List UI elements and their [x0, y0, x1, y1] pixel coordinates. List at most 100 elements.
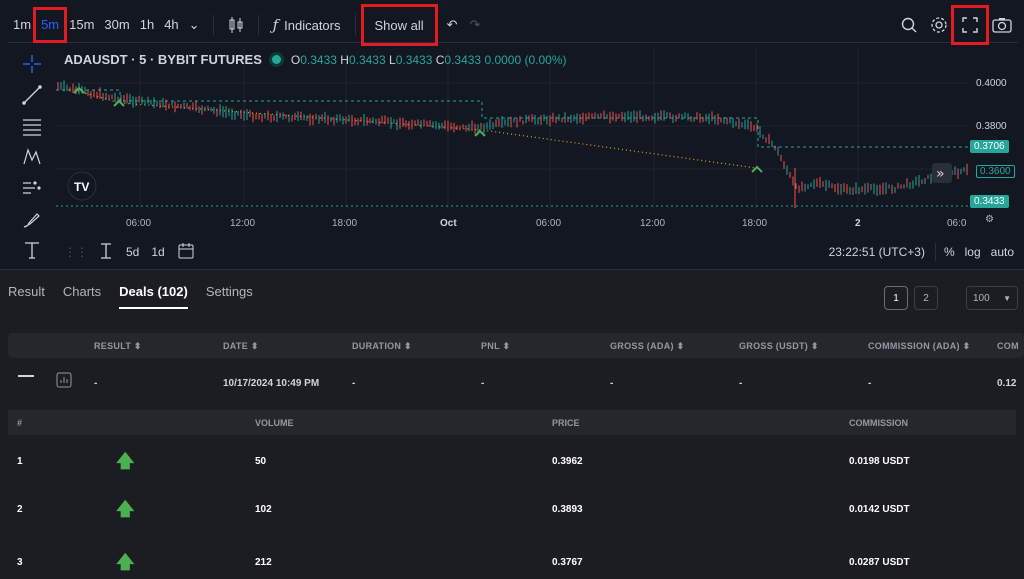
- timeframe-15m[interactable]: 15m: [69, 17, 95, 32]
- bar-chart-icon[interactable]: [56, 372, 72, 391]
- drag-handle-icon[interactable]: ⋮⋮: [64, 245, 88, 259]
- col-gross-usdt[interactable]: GROSS (USDT) ⬍: [739, 341, 819, 351]
- clock-text[interactable]: 23:22:51 (UTC+3): [828, 245, 925, 259]
- page-size-value: 100: [973, 292, 990, 304]
- collapse-icon[interactable]: [18, 375, 34, 377]
- order-price: 0.3767: [552, 557, 583, 568]
- tab-result[interactable]: Result: [8, 284, 45, 299]
- page-1-button[interactable]: 1: [884, 286, 908, 310]
- camera-icon[interactable]: [986, 10, 1018, 40]
- take-profit-line: [56, 89, 970, 148]
- tab-deals[interactable]: Deals (102): [119, 284, 188, 309]
- time-tick: 06:00: [536, 218, 562, 229]
- range-5d-button[interactable]: 5d: [126, 245, 140, 259]
- crosshair-icon[interactable]: [10, 48, 54, 79]
- chart-panel: 1m 5m 15m 30m 1h 4h ⌄ ƒ Indicators Show …: [0, 0, 1024, 270]
- scroll-right-icon[interactable]: »: [932, 163, 952, 183]
- page-size-select[interactable]: 100 ▼: [966, 286, 1018, 310]
- table-row: 1 🡅 50 0.3962 0.0198 USDT: [8, 437, 1016, 485]
- function-icon: ƒ: [272, 16, 279, 34]
- ohlc-values: O0.3433 H0.3433 L0.3433 C0.3433 0.0000 (…: [291, 53, 567, 67]
- buy-arrow-icon: 🡅: [116, 499, 135, 519]
- axis-settings-icon[interactable]: ⚙: [985, 214, 994, 225]
- deal-gross-ada: -: [610, 378, 614, 389]
- order-commission: 0.0198 USDT: [849, 456, 910, 467]
- svg-text:TV: TV: [74, 180, 89, 194]
- col-price: PRICE: [552, 418, 580, 428]
- prediction-icon[interactable]: [10, 172, 54, 203]
- time-tick: 12:00: [640, 218, 666, 229]
- close-value: 0.3433: [444, 52, 482, 67]
- high-value: 0.3433: [348, 52, 386, 67]
- col-date[interactable]: DATE ⬍: [223, 341, 259, 351]
- page-2-button[interactable]: 2: [914, 286, 938, 310]
- chart-toolbar: 1m 5m 15m 30m 1h 4h ⌄ ƒ Indicators Show …: [8, 4, 1018, 46]
- timeframe-4h[interactable]: 4h: [164, 17, 179, 32]
- col-commission-trunc[interactable]: COM: [997, 341, 1019, 351]
- time-axis[interactable]: 06:00 12:00 18:00 Oct 06:00 12:00 18:00 …: [56, 210, 1020, 236]
- price-tick: 0.4000: [976, 78, 1007, 89]
- timeframe-1h[interactable]: 1h: [139, 17, 155, 32]
- col-result[interactable]: RESULT ⬍: [94, 341, 142, 351]
- redo-icon[interactable]: ↷: [469, 17, 481, 32]
- auto-toggle[interactable]: auto: [990, 245, 1014, 259]
- tab-charts[interactable]: Charts: [62, 284, 102, 299]
- result-tabs: Result Charts Deals (102) Settings: [8, 284, 253, 309]
- trend-line-icon[interactable]: [10, 79, 54, 110]
- symbol-legend: ADAUSDT · 5 · BYBIT FUTURES O0.3433 H0.3…: [64, 52, 567, 67]
- candle-type-button[interactable]: [222, 10, 250, 40]
- text-cursor-icon[interactable]: [96, 241, 116, 264]
- tradingview-logo: TV: [67, 171, 97, 201]
- average-price-line: [77, 90, 757, 169]
- pagination: 1 2 100 ▼: [884, 286, 1018, 310]
- time-tick: 18:00: [332, 218, 358, 229]
- table-row[interactable]: - 10/17/2024 10:49 PM - - - - - 0.12: [8, 358, 1024, 408]
- text-icon[interactable]: [10, 234, 54, 265]
- symbol-name[interactable]: ADAUSDT · 5 · BYBIT FUTURES: [64, 52, 262, 67]
- order-volume: 212: [255, 557, 272, 568]
- price-tick: 0.3800: [976, 121, 1007, 132]
- order-index: 2: [17, 504, 23, 515]
- percent-toggle[interactable]: %: [943, 245, 955, 259]
- deal-result: -: [94, 378, 98, 389]
- tab-settings[interactable]: Settings: [205, 284, 253, 299]
- time-tick: 12:00: [230, 218, 256, 229]
- price-chart[interactable]: TV »: [56, 48, 970, 208]
- brush-icon[interactable]: [10, 203, 54, 234]
- quick-search-icon[interactable]: [894, 10, 924, 40]
- fib-retracement-icon[interactable]: [10, 110, 54, 141]
- price-tag-current: 0.3433: [970, 195, 1009, 208]
- col-commission: COMMISSION: [849, 418, 909, 428]
- order-volume: 102: [255, 504, 272, 515]
- close-label: C: [435, 52, 445, 67]
- calendar-icon[interactable]: [177, 242, 195, 263]
- fullscreen-icon[interactable]: [951, 5, 989, 45]
- pattern-icon[interactable]: [10, 141, 54, 172]
- col-volume: VOLUME: [255, 418, 294, 428]
- show-all-button[interactable]: Show all: [360, 4, 438, 46]
- indicators-button[interactable]: ƒ Indicators: [267, 10, 347, 40]
- timeframe-5m[interactable]: 5m: [33, 7, 68, 43]
- undo-icon[interactable]: ↶: [446, 17, 458, 32]
- order-price: 0.3893: [552, 504, 583, 515]
- deal-gross-usdt: -: [739, 378, 743, 389]
- gear-icon[interactable]: [924, 10, 954, 40]
- order-index: 3: [17, 557, 23, 568]
- col-commission-ada[interactable]: COMMISSION (ADA) ⬍: [868, 341, 971, 351]
- range-1d-button[interactable]: 1d: [151, 245, 165, 259]
- buy-arrow-icon: 🡅: [116, 552, 135, 572]
- deal-commission-trunc: 0.12: [997, 378, 1017, 389]
- timeframe-1m[interactable]: 1m: [13, 17, 32, 32]
- chevron-down-icon[interactable]: ⌄: [188, 17, 200, 32]
- buy-arrow-icon: 🡅: [116, 451, 135, 471]
- col-gross-ada[interactable]: GROSS (ADA) ⬍: [610, 341, 685, 351]
- price-axis[interactable]: 0.4000 0.3800 0.3600 0.3706 0.3433: [970, 48, 1020, 208]
- orders-table-header: # VOLUME PRICE COMMISSION: [8, 410, 1016, 435]
- col-duration[interactable]: DURATION ⬍: [352, 341, 412, 351]
- timeframe-30m[interactable]: 30m: [104, 17, 130, 32]
- log-toggle[interactable]: log: [964, 245, 981, 259]
- col-pnl[interactable]: PNL ⬍: [481, 341, 511, 351]
- price-tag-outline: 0.3600: [976, 165, 1015, 178]
- deals-table-header: RESULT ⬍ DATE ⬍ DURATION ⬍ PNL ⬍ GROSS (…: [8, 333, 1024, 358]
- deal-pnl: -: [481, 378, 485, 389]
